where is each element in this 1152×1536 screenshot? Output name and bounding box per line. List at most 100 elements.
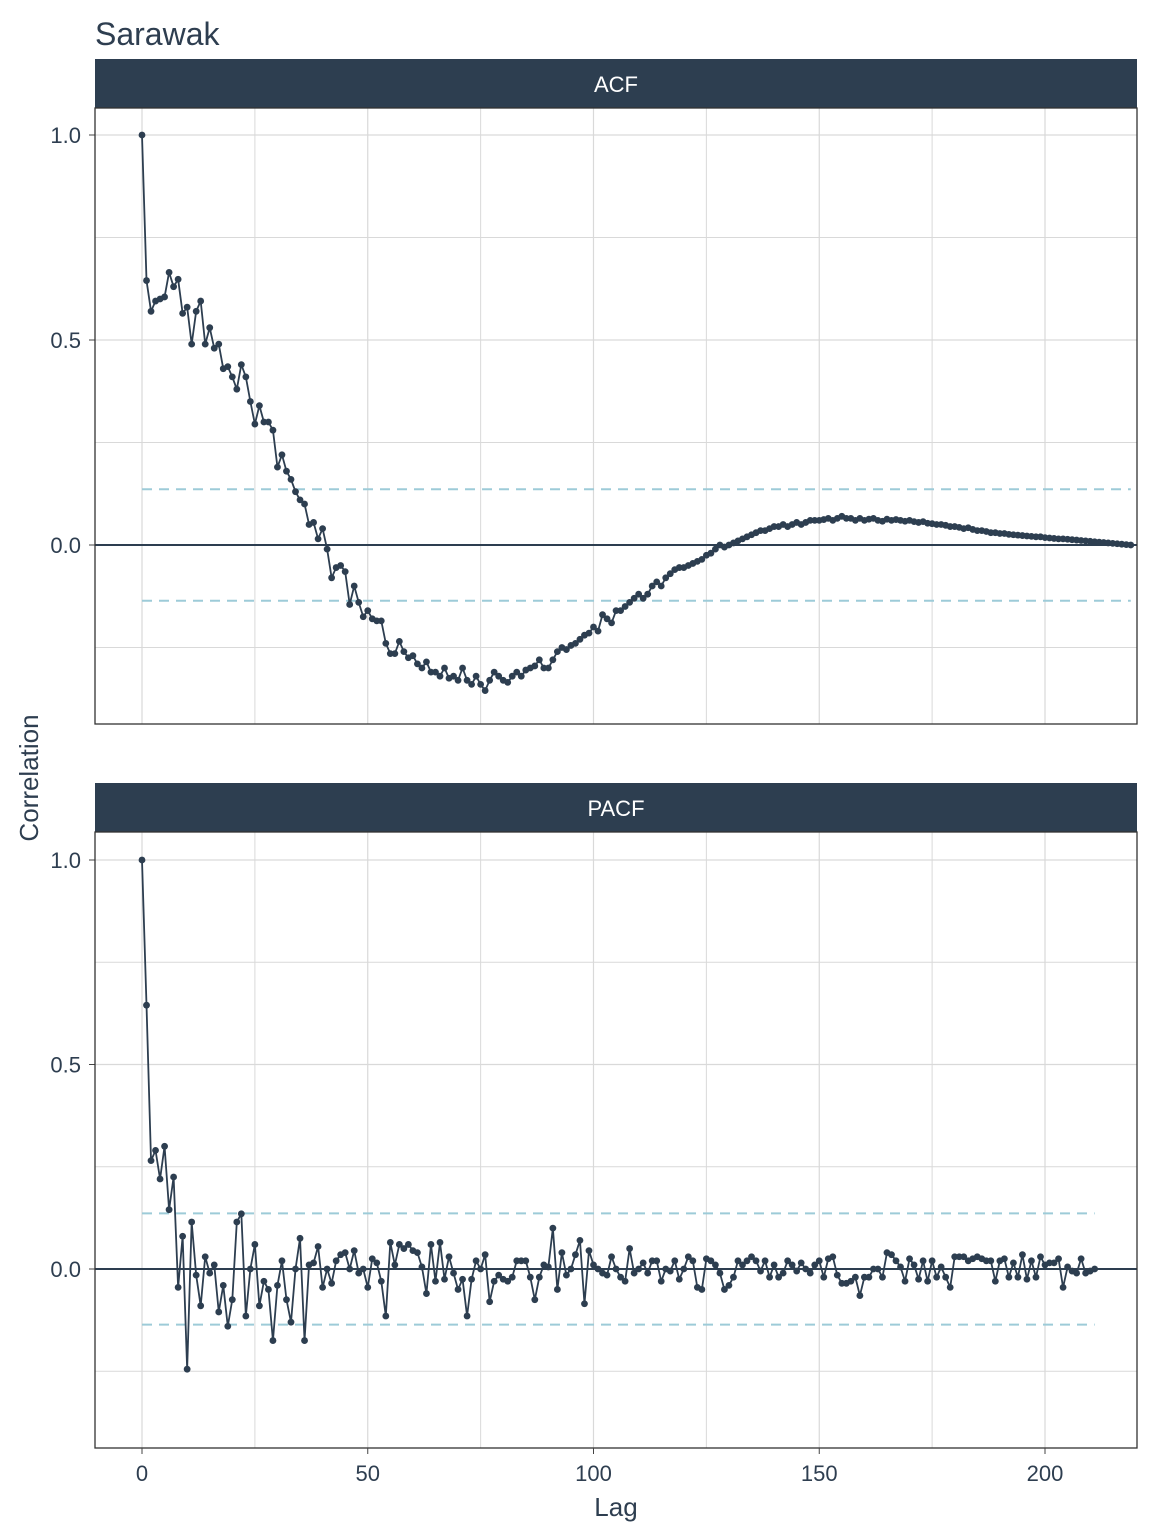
pacf-point — [183, 1365, 191, 1373]
pacf-point — [477, 1265, 485, 1273]
acf-point — [350, 582, 358, 590]
pacf-point — [382, 1312, 390, 1320]
pacf-point — [879, 1273, 886, 1281]
pacf-point — [684, 1253, 692, 1261]
pacf-point — [228, 1296, 236, 1304]
pacf-point — [635, 1265, 643, 1273]
x-tick-label: 0 — [136, 1461, 148, 1486]
pacf-point — [296, 1234, 304, 1242]
pacf-point — [526, 1273, 534, 1281]
pacf-point — [689, 1257, 697, 1265]
pacf-point — [1023, 1275, 1031, 1283]
pacf-point — [657, 1277, 665, 1285]
pacf-point — [301, 1337, 308, 1344]
pacf-point — [1050, 1259, 1058, 1267]
pacf-point — [215, 1308, 223, 1316]
pacf-point — [770, 1261, 778, 1269]
acf-point — [215, 340, 223, 348]
x-axis-label: Lag — [594, 1492, 637, 1522]
acf-point — [644, 590, 652, 598]
pacf-point — [617, 1273, 624, 1281]
acf-point — [463, 676, 471, 684]
pacf-point — [761, 1257, 769, 1265]
acf-point — [287, 476, 295, 483]
acf-panel-border — [94, 107, 1138, 725]
pacf-point — [468, 1275, 475, 1283]
pacf-point — [784, 1257, 792, 1265]
acf-point — [657, 582, 665, 590]
pacf-point — [328, 1279, 336, 1287]
pacf-point — [436, 1239, 444, 1246]
pacf-point — [1059, 1284, 1067, 1291]
acf-point — [513, 668, 521, 676]
pacf-point — [608, 1253, 615, 1261]
acf-point — [436, 672, 444, 680]
pacf-point — [179, 1232, 187, 1240]
pacf-point — [206, 1269, 214, 1277]
pacf-point — [698, 1286, 706, 1293]
pacf-panel: PACF 0.0 0.5 1.0 0 50 100 150 200 — [50, 783, 1138, 1486]
acf-point — [224, 363, 232, 371]
pacf-point — [1000, 1255, 1008, 1263]
acf-point — [553, 648, 561, 655]
pacf-point — [928, 1257, 936, 1265]
pacf-point — [246, 1265, 254, 1273]
pacf-point — [373, 1259, 381, 1267]
acf-point — [707, 549, 715, 557]
acf-point — [517, 672, 525, 680]
acf-point — [441, 664, 448, 672]
pacf-point — [897, 1263, 904, 1271]
pacf-point — [865, 1273, 873, 1281]
pacf-point — [933, 1273, 941, 1281]
pacf-point — [563, 1271, 570, 1279]
pacf-point — [675, 1275, 683, 1283]
pacf-point — [612, 1265, 620, 1273]
pacf-point — [874, 1265, 882, 1273]
acf-point — [242, 373, 250, 381]
pacf-point — [490, 1277, 498, 1285]
pacf-point — [454, 1286, 462, 1293]
pacf-point — [544, 1263, 552, 1271]
pacf-point — [233, 1218, 241, 1226]
pacf-point — [585, 1247, 593, 1254]
acf-point — [183, 303, 191, 311]
acf-point — [662, 574, 670, 582]
pacf-point — [739, 1261, 746, 1269]
pacf-point — [355, 1269, 363, 1277]
acf-point — [355, 599, 363, 606]
pacf-point — [1009, 1259, 1017, 1267]
acf-point — [359, 613, 367, 621]
acf-point — [594, 627, 602, 635]
pacf-point — [400, 1245, 408, 1252]
pacf-point — [815, 1257, 823, 1265]
pacf-point — [1028, 1257, 1035, 1265]
acf-point — [237, 361, 245, 368]
acf-point — [228, 373, 236, 381]
acf-point — [188, 340, 196, 348]
pacf-point — [1037, 1253, 1044, 1261]
pacf-point — [766, 1273, 773, 1281]
acf-point — [246, 398, 254, 405]
y-tick-label: 0.5 — [50, 328, 81, 353]
pacf-point — [644, 1269, 652, 1277]
acf-point — [535, 656, 543, 664]
pacf-point — [757, 1267, 764, 1275]
pacf-point — [269, 1337, 277, 1344]
acf-point — [174, 275, 182, 283]
acf-point — [418, 664, 426, 672]
pacf-point — [820, 1273, 828, 1281]
pacf-point — [1073, 1269, 1081, 1277]
y-tick-label: 0.0 — [50, 533, 81, 558]
pacf-point — [775, 1273, 783, 1281]
pacf-point — [1055, 1255, 1062, 1263]
pacf-point — [210, 1261, 218, 1269]
pacf-point — [188, 1218, 196, 1226]
pacf-point — [752, 1257, 760, 1265]
pacf-point — [287, 1318, 295, 1326]
acf-point — [197, 297, 205, 305]
pacf-point — [549, 1224, 557, 1232]
acf-point — [495, 672, 503, 680]
acf-point — [382, 640, 390, 647]
pacf-point — [219, 1281, 227, 1289]
pacf-point — [404, 1241, 412, 1248]
